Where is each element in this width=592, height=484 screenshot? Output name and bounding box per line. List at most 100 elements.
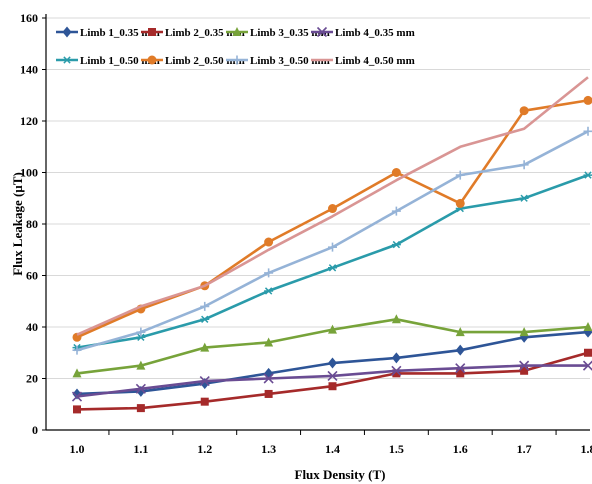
legend: Limb 1_0.35 mm Limb 2_0.35 mm Limb 3_0.35 … bbox=[56, 26, 415, 67]
y-tick-label: 140 bbox=[20, 63, 38, 77]
x-tick-label: 1.6 bbox=[453, 442, 468, 456]
legend-label: Limb 3_0.35 mm bbox=[250, 27, 330, 39]
legend-item: Limb 4_0.50 mm bbox=[311, 55, 415, 67]
legend-marker bbox=[232, 27, 242, 36]
legend-label: Limb 2_0.35 mm bbox=[165, 27, 245, 39]
data-point bbox=[263, 373, 274, 384]
legend-item: Limb 2_0.50 mm bbox=[141, 55, 245, 67]
data-point bbox=[200, 315, 210, 323]
data-point bbox=[584, 348, 592, 357]
data-point bbox=[583, 95, 592, 105]
data-point bbox=[200, 397, 209, 406]
legend-item: Limb 3_0.50 mm bbox=[226, 55, 330, 67]
y-axis-title: Flux Leakage (µT) bbox=[10, 172, 25, 276]
y-tick-label: 80 bbox=[26, 217, 38, 231]
x-tick-label: 1.5 bbox=[389, 442, 404, 456]
data-point bbox=[199, 376, 210, 387]
legend-marker bbox=[62, 26, 72, 38]
legend-label: Limb 3_0.50 mm bbox=[250, 55, 330, 67]
legend-item: Limb 2_0.35 mm bbox=[141, 27, 245, 39]
data-point bbox=[391, 314, 401, 324]
series-line bbox=[76, 76, 589, 336]
legend-marker bbox=[316, 26, 328, 38]
data-point bbox=[135, 383, 146, 394]
data-point bbox=[72, 368, 82, 378]
data-point bbox=[328, 264, 337, 272]
data-point bbox=[391, 240, 401, 249]
axes: 0 20 40 60 80 100 120 140 160 1.0 1.1 1.2 1.3 1.4 1.5 1… bbox=[20, 11, 592, 456]
series-5 bbox=[72, 171, 592, 352]
data-point bbox=[327, 370, 338, 381]
legend-label: Limb 1_0.50 mm bbox=[80, 55, 160, 67]
data-point bbox=[519, 194, 529, 202]
data-point bbox=[519, 106, 529, 116]
data-point bbox=[72, 345, 82, 355]
legend-marker bbox=[232, 55, 242, 65]
data-point bbox=[583, 171, 592, 179]
legend-label: Limb 4_0.35 mm bbox=[335, 27, 415, 39]
y-tick-label: 60 bbox=[26, 269, 38, 283]
data-point bbox=[455, 198, 465, 208]
data-point bbox=[391, 365, 402, 376]
data-point bbox=[136, 333, 146, 341]
legend-item: Limb 3_0.35 mm bbox=[226, 27, 330, 39]
x-axis-title: Flux Density (T) bbox=[295, 467, 386, 482]
data-point bbox=[73, 405, 81, 414]
x-tick-label: 1.3 bbox=[261, 442, 276, 456]
legend-label: Limb 2_0.50 mm bbox=[165, 55, 245, 67]
legend-marker bbox=[148, 28, 156, 36]
data-point bbox=[519, 160, 529, 170]
y-tick-label: 160 bbox=[20, 11, 38, 25]
x-tick-label: 1.1 bbox=[133, 442, 148, 456]
data-point bbox=[328, 204, 337, 214]
data-point bbox=[455, 344, 465, 356]
x-tick-label: 1.8 bbox=[581, 442, 592, 456]
data-point bbox=[455, 363, 466, 374]
data-point bbox=[264, 268, 274, 278]
data-point bbox=[391, 352, 401, 364]
data-point bbox=[583, 126, 592, 136]
legend-marker bbox=[62, 56, 72, 64]
data-point bbox=[520, 366, 529, 375]
data-point bbox=[583, 322, 592, 331]
data-point bbox=[71, 391, 83, 402]
data-point bbox=[328, 382, 337, 391]
y-tick-label: 20 bbox=[26, 372, 38, 386]
data-point bbox=[328, 324, 337, 334]
series-3 bbox=[72, 314, 592, 378]
y-tick-label: 0 bbox=[32, 423, 38, 437]
data-point bbox=[519, 327, 529, 337]
data-point bbox=[136, 360, 146, 370]
series-4 bbox=[71, 360, 592, 402]
y-tick-label: 120 bbox=[20, 114, 38, 128]
data-point bbox=[328, 357, 337, 369]
x-tick-label: 1.2 bbox=[197, 442, 212, 456]
legend-label: Limb 4_0.50 mm bbox=[335, 55, 415, 67]
x-tick-label: 1.7 bbox=[517, 442, 532, 456]
y-tick-label: 100 bbox=[20, 166, 38, 180]
legend-item: Limb 1_0.50 mm bbox=[56, 55, 160, 67]
data-point bbox=[200, 342, 210, 352]
data-point bbox=[391, 168, 401, 177]
data-point bbox=[264, 389, 273, 398]
series-lines bbox=[71, 76, 592, 414]
y-tick-label: 40 bbox=[26, 320, 38, 334]
data-point bbox=[136, 327, 146, 337]
data-point bbox=[455, 327, 465, 337]
legend-item: Limb 1_0.35 mm bbox=[56, 26, 160, 39]
series-7 bbox=[72, 126, 592, 355]
data-point bbox=[264, 337, 274, 347]
series-line bbox=[76, 173, 589, 349]
data-point bbox=[391, 206, 401, 216]
data-point bbox=[455, 170, 465, 180]
data-point bbox=[392, 369, 401, 378]
data-point bbox=[200, 301, 210, 311]
legend-label: Limb 1_0.35 mm bbox=[80, 27, 160, 39]
series-line bbox=[76, 130, 589, 352]
x-tick-label: 1.4 bbox=[325, 442, 340, 456]
legend-item: Limb 4_0.35 mm bbox=[311, 26, 415, 39]
data-point bbox=[264, 237, 274, 247]
data-point bbox=[456, 369, 465, 378]
series-2 bbox=[73, 348, 592, 414]
